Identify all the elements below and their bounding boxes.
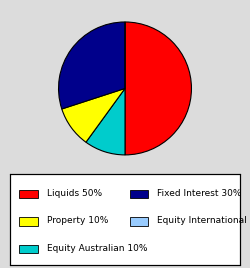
Text: Liquids 50%: Liquids 50%	[47, 189, 102, 198]
Wedge shape	[86, 88, 125, 155]
FancyBboxPatch shape	[19, 190, 38, 198]
FancyBboxPatch shape	[19, 245, 38, 253]
FancyBboxPatch shape	[130, 190, 148, 198]
FancyBboxPatch shape	[19, 218, 38, 226]
Text: Fixed Interest 30%: Fixed Interest 30%	[157, 189, 242, 198]
Text: Property 10%: Property 10%	[47, 216, 108, 225]
FancyBboxPatch shape	[130, 218, 148, 226]
Wedge shape	[58, 22, 125, 109]
Text: Equity International 0%: Equity International 0%	[157, 216, 250, 225]
Wedge shape	[62, 88, 125, 142]
Wedge shape	[125, 22, 192, 155]
Text: Equity Australian 10%: Equity Australian 10%	[47, 244, 147, 252]
